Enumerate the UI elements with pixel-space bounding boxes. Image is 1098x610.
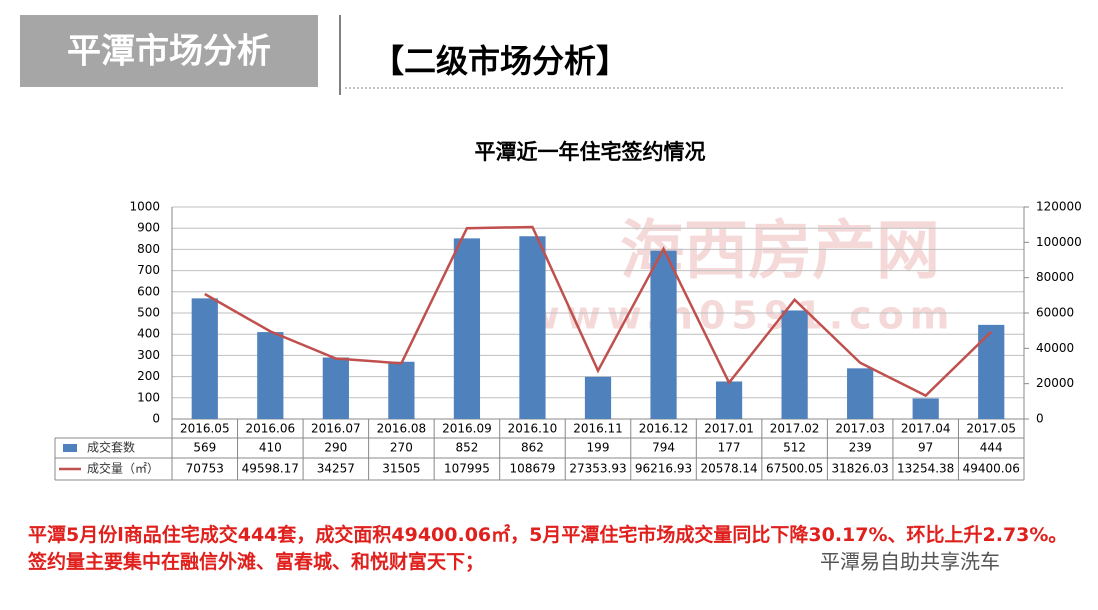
table-value: 31505 xyxy=(382,462,420,476)
y-tick-label: 600 xyxy=(137,284,160,298)
y2-tick-label: 20000 xyxy=(1036,376,1074,390)
x-tick-label: 2016.12 xyxy=(639,422,689,436)
table-value: 177 xyxy=(718,441,741,455)
y2-tick-label: 40000 xyxy=(1036,341,1074,355)
table-value: 512 xyxy=(783,441,806,455)
bar xyxy=(322,357,349,419)
table-value: 444 xyxy=(980,441,1003,455)
table-value: 290 xyxy=(324,441,347,455)
header-title: 平潭市场分析 xyxy=(67,32,271,72)
table-value: 20578.14 xyxy=(700,462,757,476)
x-tick-label: 2017.05 xyxy=(966,422,1016,436)
x-tick-label: 2017.02 xyxy=(770,422,820,436)
x-tick-label: 2017.04 xyxy=(901,422,951,436)
section-title: 【二级市场分析】 xyxy=(372,42,628,80)
bar xyxy=(715,381,743,419)
table-value: 410 xyxy=(259,441,282,455)
bar xyxy=(519,236,546,419)
x-tick-label: 2016.11 xyxy=(573,422,623,436)
line xyxy=(204,225,993,398)
y2-tick-label: 100000 xyxy=(1036,235,1082,249)
table-value: 107995 xyxy=(444,462,490,476)
watermark-account: 平潭易自助共享洗车 xyxy=(820,550,1000,574)
y-tick-label: 200 xyxy=(137,369,160,383)
table-value: 862 xyxy=(521,441,544,455)
y-tick-label: 900 xyxy=(137,221,160,235)
table-value: 49400.06 xyxy=(963,462,1020,476)
x-tick-label: 2016.08 xyxy=(377,422,427,436)
table-value: 97 xyxy=(918,441,933,455)
legend-label: 成交量（㎡） xyxy=(87,461,159,476)
bar xyxy=(650,250,677,419)
x-tick-label: 2016.09 xyxy=(442,422,492,436)
y-tick-label: 100 xyxy=(137,390,160,404)
y-tick-label: 0 xyxy=(152,412,160,426)
watermark-url: www.h0591.com xyxy=(525,294,956,338)
table-value: 96216.93 xyxy=(635,462,692,476)
bar xyxy=(584,376,612,419)
table-value: 199 xyxy=(587,441,610,455)
bar xyxy=(912,398,939,419)
legend-swatch xyxy=(63,444,77,452)
y-tick-label: 400 xyxy=(137,327,160,341)
table-value: 70753 xyxy=(186,462,224,476)
x-tick-label: 2017.01 xyxy=(704,422,754,436)
table-value: 270 xyxy=(390,441,413,455)
bar xyxy=(781,310,808,419)
table-value: 67500.05 xyxy=(766,462,823,476)
x-tick-label: 2016.06 xyxy=(245,422,295,436)
table-value: 852 xyxy=(455,441,478,455)
x-tick-label: 2016.05 xyxy=(180,422,230,436)
y2-tick-label: 120000 xyxy=(1036,200,1082,214)
y-tick-label: 300 xyxy=(137,348,160,362)
x-tick-label: 2016.10 xyxy=(508,422,558,436)
y-tick-label: 700 xyxy=(137,263,160,277)
y-tick-label: 800 xyxy=(137,242,160,256)
table-value: 31826.03 xyxy=(832,462,889,476)
bar xyxy=(453,238,481,419)
footer-text: 平潭5月份l商品住宅成交444套，成交面积49400.06㎡，5月平潭住宅市场成… xyxy=(28,524,1068,573)
bar xyxy=(388,361,415,419)
y2-tick-label: 60000 xyxy=(1036,306,1074,320)
table-value: 794 xyxy=(652,441,675,455)
bar xyxy=(257,332,284,419)
y2-tick-label: 0 xyxy=(1036,412,1044,426)
y2-tick-label: 80000 xyxy=(1036,270,1074,284)
bar xyxy=(847,368,874,419)
chart-title: 平潭近一年住宅签约情况 xyxy=(475,140,706,164)
x-tick-label: 2017.03 xyxy=(835,422,885,436)
table-value: 27353.93 xyxy=(569,462,626,476)
table-value: 34257 xyxy=(317,462,355,476)
x-tick-label: 2016.07 xyxy=(311,422,361,436)
y-tick-label: 1000 xyxy=(129,200,160,214)
y-tick-label: 500 xyxy=(137,306,160,320)
header-box xyxy=(20,15,318,87)
table-value: 239 xyxy=(849,441,872,455)
table-value: 108679 xyxy=(510,462,556,476)
table-value: 13254.38 xyxy=(897,462,954,476)
legend-label: 成交套数 xyxy=(87,440,135,455)
table-value: 49598.17 xyxy=(242,462,299,476)
table-value: 569 xyxy=(193,441,216,455)
bar xyxy=(191,298,218,419)
